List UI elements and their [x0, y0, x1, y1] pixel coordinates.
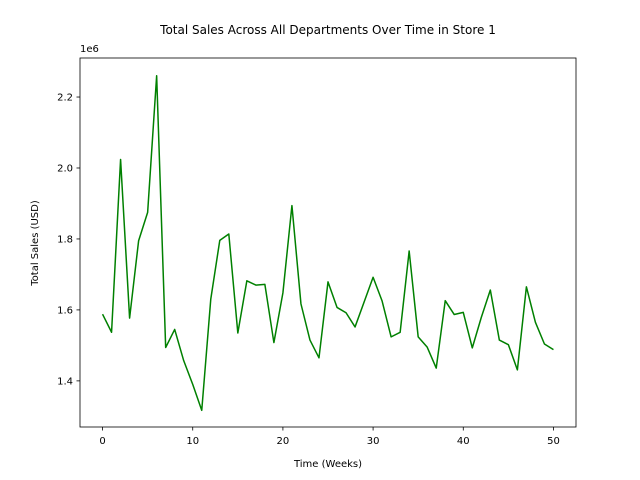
x-tick-label: 50: [547, 436, 560, 447]
chart-title: Total Sales Across All Departments Over …: [159, 23, 496, 37]
series-line-0: [101, 74, 554, 412]
x-tick-label: 0: [99, 436, 105, 447]
y-offset-label: 1e6: [80, 44, 99, 55]
y-tick-label: 2.2: [57, 93, 73, 104]
y-axis-label: Total Sales (USD): [30, 200, 41, 287]
x-tick-label: 40: [457, 436, 470, 447]
x-tick-label: 10: [186, 436, 199, 447]
y-tick-label: 2.0: [57, 163, 73, 174]
y-ticks: 1.4 1.6 1.8 2.0 2.2: [57, 93, 80, 387]
y-tick-label: 1.4: [57, 376, 73, 387]
y-tick-label: 1.6: [57, 305, 73, 316]
x-ticks: 0 10 20 30 40 50: [99, 427, 560, 447]
x-axis-label: Time (Weeks): [293, 459, 362, 470]
x-tick-label: 30: [367, 436, 380, 447]
y-tick-label: 1.8: [57, 234, 73, 245]
series-layer: [101, 74, 554, 412]
x-tick-label: 20: [277, 436, 290, 447]
